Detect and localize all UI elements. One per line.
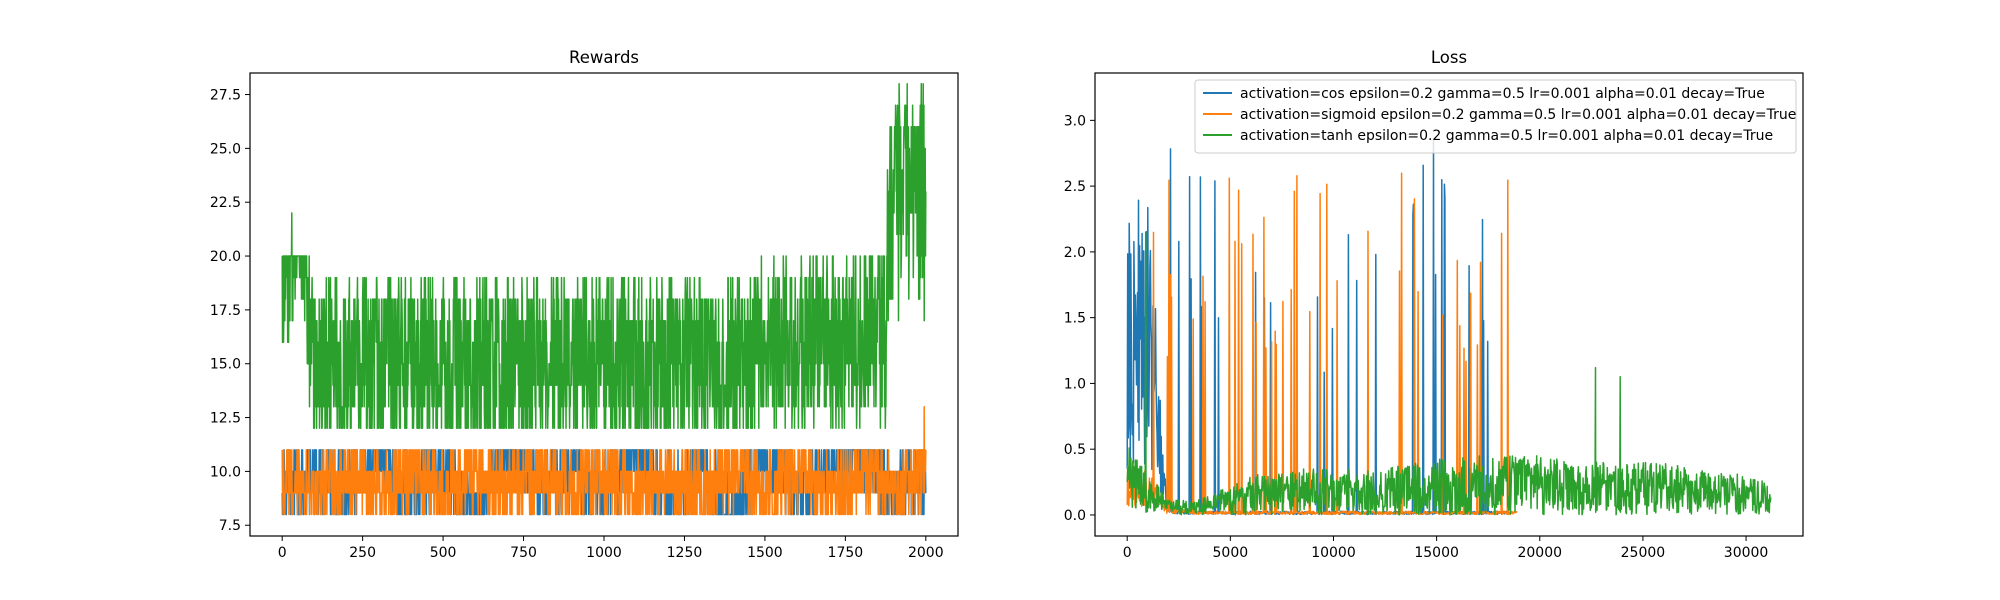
y-tick-label: 3.0 — [1064, 113, 1086, 129]
y-tick-label: 20.0 — [210, 249, 241, 265]
y-tick-label: 17.5 — [210, 303, 241, 319]
y-tick-label: 2.0 — [1064, 245, 1086, 261]
rewards-series-line-2 — [281, 406, 927, 516]
x-tick-label: 1500 — [747, 545, 783, 561]
x-tick-label: 0 — [1123, 545, 1132, 561]
y-tick-label: 0.5 — [1064, 442, 1086, 458]
x-tick-label: 5000 — [1213, 545, 1249, 561]
loss-title: Loss — [1431, 48, 1467, 67]
legend-label: activation=tanh epsilon=0.2 gamma=0.5 lr… — [1240, 128, 1773, 144]
loss-chart: Loss 0 5000 10000 15000 20000 25000 30000 0.0 0.… — [1064, 48, 1804, 561]
x-tick-label: 10000 — [1311, 545, 1356, 561]
x-tick-label: 250 — [349, 545, 376, 561]
legend-box — [1194, 79, 1797, 154]
x-tick-label: 750 — [510, 545, 537, 561]
rewards-chart: Rewards 0 250 500 750 1000 1250 1500 1750 2000 7.… — [210, 48, 959, 561]
y-tick-label: 27.5 — [210, 88, 241, 104]
rewards-series-line-3 — [281, 83, 927, 430]
loss-series-line-3 — [1126, 231, 1772, 516]
y-tick-label: 10.0 — [210, 464, 241, 480]
x-tick-label: 30000 — [1724, 545, 1769, 561]
x-tick-label: 1250 — [667, 545, 703, 561]
y-tick-label: 25.0 — [210, 141, 241, 157]
rewards-plot-area — [281, 83, 927, 516]
y-tick-label: 12.5 — [210, 411, 241, 427]
loss-legend: activation=cos epsilon=0.2 gamma=0.5 lr=… — [1194, 79, 1797, 154]
legend-label: activation=cos epsilon=0.2 gamma=0.5 lr=… — [1240, 86, 1765, 102]
x-tick-label: 500 — [430, 545, 457, 561]
axes-frame — [1094, 72, 1804, 537]
x-tick-label: 20000 — [1517, 545, 1562, 561]
x-tick-label: 2000 — [908, 545, 944, 561]
rewards-axes: 0 250 500 750 1000 1250 1500 1750 2000 7.5 10.0 12.… — [210, 72, 959, 561]
x-tick-label: 1000 — [586, 545, 622, 561]
y-tick-label: 22.5 — [210, 195, 241, 211]
x-tick-label: 25000 — [1621, 545, 1666, 561]
x-tick-label: 0 — [278, 545, 287, 561]
y-tick-label: 7.5 — [219, 518, 241, 534]
y-tick-label: 1.0 — [1064, 376, 1086, 392]
x-tick-label: 15000 — [1414, 545, 1459, 561]
y-tick-label: 0.0 — [1064, 508, 1086, 524]
y-tick-label: 2.5 — [1064, 179, 1086, 195]
legend-label: activation=sigmoid epsilon=0.2 gamma=0.5… — [1240, 107, 1796, 123]
y-tick-label: 15.0 — [210, 357, 241, 373]
loss-axes: 0 5000 10000 15000 20000 25000 30000 0.0 0.5 1.0 1… — [1064, 72, 1804, 561]
x-tick-label: 1750 — [828, 545, 864, 561]
rewards-title: Rewards — [569, 48, 639, 67]
loss-plot-area — [1126, 139, 1772, 516]
y-tick-label: 1.5 — [1064, 311, 1086, 327]
